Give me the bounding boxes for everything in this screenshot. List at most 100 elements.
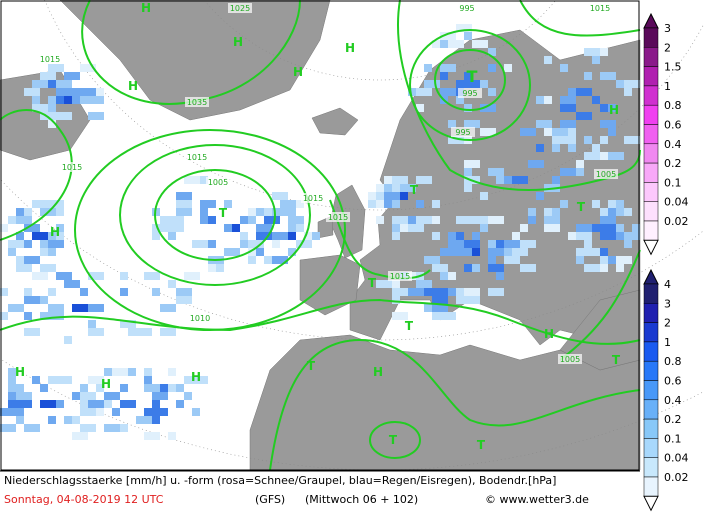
precip-cell bbox=[576, 112, 584, 120]
precip-cell bbox=[392, 216, 408, 224]
caption-run: (Mittwoch 06 + 102) bbox=[305, 493, 418, 506]
precip-cell bbox=[104, 424, 120, 432]
precip-cell bbox=[104, 368, 112, 376]
precip-cell bbox=[24, 208, 32, 216]
africa bbox=[249, 334, 641, 471]
precip-cell bbox=[48, 288, 56, 296]
precip-cell bbox=[208, 264, 216, 272]
precip-cell bbox=[168, 216, 184, 224]
colorbar-label: 0.1 bbox=[664, 176, 682, 189]
pressure-center: H bbox=[544, 327, 554, 341]
precip-cell bbox=[176, 384, 184, 392]
precip-cell bbox=[512, 232, 520, 240]
precip-cell bbox=[104, 392, 120, 400]
precip-cell bbox=[144, 376, 152, 384]
precip-cell bbox=[456, 24, 472, 32]
precip-cell bbox=[448, 312, 456, 320]
precip-cell bbox=[184, 272, 200, 280]
precip-cell bbox=[584, 264, 600, 272]
precip-cell bbox=[168, 368, 176, 376]
precip-cell bbox=[24, 296, 40, 304]
precip-cell bbox=[120, 272, 128, 280]
precip-cell bbox=[600, 48, 608, 56]
precip-cell bbox=[504, 256, 520, 264]
colorbar-swatch bbox=[643, 341, 659, 362]
pressure-center: H bbox=[50, 225, 60, 239]
precip-cell bbox=[56, 224, 64, 232]
caption-model: (GFS) bbox=[255, 493, 285, 506]
isobar bbox=[119, 144, 311, 286]
colorbar-swatch bbox=[643, 220, 659, 241]
isobar-label-bg bbox=[206, 177, 230, 187]
precip-cell bbox=[112, 408, 120, 416]
precip-cell bbox=[400, 184, 416, 192]
precip-cell bbox=[192, 376, 208, 384]
precip-cell bbox=[600, 224, 608, 232]
precip-cell bbox=[32, 232, 48, 240]
precip-cell bbox=[600, 256, 608, 264]
isobar-label-bg bbox=[301, 193, 325, 203]
precip-cell bbox=[16, 264, 32, 272]
precip-cell bbox=[40, 400, 56, 408]
isobar bbox=[269, 338, 641, 471]
precip-cell bbox=[88, 376, 104, 384]
precip-cell bbox=[240, 232, 248, 240]
precip-cell bbox=[48, 232, 56, 240]
precip-cell bbox=[416, 200, 424, 208]
precip-cell bbox=[456, 232, 464, 240]
precip-cell bbox=[496, 176, 504, 184]
isobar-label-bg bbox=[455, 3, 479, 13]
isobar-label: 1015 bbox=[390, 272, 410, 281]
precip-cell bbox=[80, 288, 88, 296]
colorbar-label: 0.1 bbox=[664, 432, 682, 445]
isobar-label-bg bbox=[594, 169, 618, 179]
precip-cell bbox=[600, 120, 616, 128]
colorbar-label: 0.6 bbox=[664, 375, 682, 388]
isobar-label-bg bbox=[60, 162, 84, 172]
precip-cell bbox=[488, 248, 504, 256]
isobar-label: 1005 bbox=[208, 178, 228, 187]
precip-cell bbox=[416, 104, 424, 112]
precip-cell bbox=[200, 216, 208, 224]
precip-cell bbox=[600, 136, 608, 144]
precip-cell bbox=[544, 216, 560, 224]
precip-cell bbox=[584, 48, 600, 56]
precip-cell bbox=[168, 232, 176, 240]
pressure-center: H bbox=[345, 41, 355, 55]
precip-cell bbox=[384, 192, 392, 200]
precip-cell bbox=[64, 336, 72, 344]
precip-cell bbox=[624, 88, 632, 96]
isobar-label-bg bbox=[451, 127, 475, 137]
precip-cell bbox=[272, 256, 288, 264]
precip-cell bbox=[552, 136, 568, 144]
precip-cell bbox=[456, 296, 464, 304]
isobar-label: 1015 bbox=[328, 213, 348, 222]
precip-cell bbox=[632, 232, 640, 240]
iceland bbox=[311, 107, 359, 136]
precip-cell bbox=[8, 408, 24, 416]
precip-cell bbox=[120, 320, 136, 328]
precip-cell bbox=[600, 248, 608, 256]
precip-cell bbox=[392, 280, 400, 288]
precip-cell bbox=[56, 272, 72, 280]
precip-cell bbox=[0, 312, 8, 320]
precip-cell bbox=[472, 232, 480, 240]
precip-cell bbox=[488, 216, 504, 224]
precip-cell bbox=[464, 296, 480, 304]
pressure-center: H bbox=[233, 35, 243, 49]
precip-cell bbox=[88, 400, 104, 408]
precip-cell bbox=[32, 96, 40, 104]
precip-cell bbox=[72, 96, 80, 104]
precip-cell bbox=[88, 320, 96, 328]
legends: 3 2 1.5 1 0.8 0.6 0.4 0.2 0.1 0.04 0.02 4 3 2 1 0.8 0.6 0… bbox=[643, 12, 689, 512]
precip-cell bbox=[176, 208, 192, 216]
colorbar-label: 0.8 bbox=[664, 355, 682, 368]
precip-cell bbox=[272, 232, 288, 240]
precip-cell bbox=[88, 112, 104, 120]
precip-cell bbox=[176, 288, 192, 296]
pressure-center: T bbox=[307, 359, 316, 373]
colorbar-label: 2 bbox=[664, 317, 671, 330]
colorbar-swatch bbox=[643, 283, 659, 304]
precip-cell bbox=[0, 288, 8, 296]
